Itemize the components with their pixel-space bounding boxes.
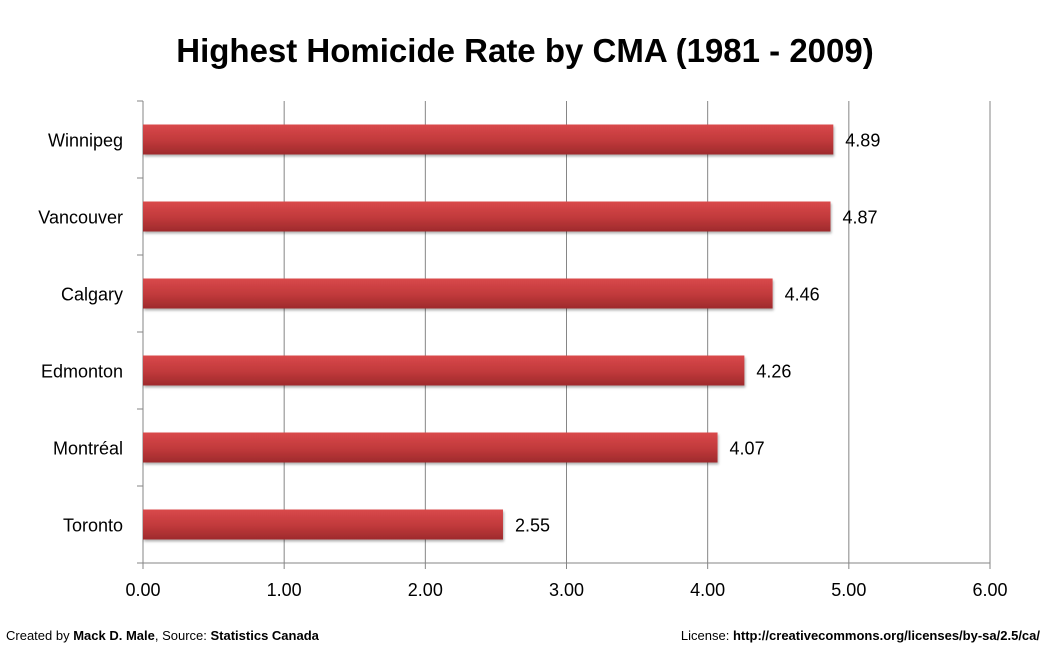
data-label: 2.55 [515, 516, 550, 536]
x-tick-label: 4.00 [690, 580, 725, 600]
x-tick-label: 5.00 [831, 580, 866, 600]
category-label: Winnipeg [48, 131, 123, 151]
x-tick-label: 0.00 [125, 580, 160, 600]
x-tick-label: 1.00 [267, 580, 302, 600]
gridlines [283, 101, 991, 563]
source-name: Statistics Canada [210, 628, 319, 643]
bar-calgary [143, 278, 773, 309]
data-label: 4.46 [785, 285, 820, 305]
bar-winnipeg [143, 124, 834, 155]
author-name: Mack D. Male [73, 628, 155, 643]
bar-vancouver [143, 201, 831, 232]
bar-montral [143, 432, 718, 463]
x-tick-label: 2.00 [408, 580, 443, 600]
category-label: Toronto [63, 516, 123, 536]
labels: 0.00 1.00 2.00 3.00 4.00 5.00 6.00 Winnipeg 4.89… [38, 131, 1007, 601]
axes [137, 100, 991, 569]
data-label: 4.89 [845, 131, 880, 151]
source-prefix: , Source: [154, 628, 211, 643]
footer-license: License: http://creativecommons.org/lice… [681, 628, 1040, 643]
license-prefix: License: [680, 628, 733, 643]
category-label: Edmonton [41, 362, 123, 382]
category-label: Montréal [53, 439, 123, 459]
x-tick-label: 6.00 [972, 580, 1007, 600]
x-tick-label: 3.00 [549, 580, 584, 600]
chart-title: Highest Homicide Rate by CMA (1981 - 200… [176, 32, 874, 69]
bar-edmonton [143, 355, 745, 386]
created-prefix: Created by [6, 628, 74, 643]
data-label: 4.87 [842, 208, 877, 228]
category-label: Vancouver [38, 208, 123, 228]
footer-credit: Created by Mack D. Male, Source: Statist… [6, 628, 319, 643]
data-label: 4.26 [756, 362, 791, 382]
data-label: 4.07 [730, 439, 765, 459]
bars [143, 124, 834, 540]
category-label: Calgary [61, 285, 123, 305]
bar-toronto [143, 509, 503, 540]
license-url: http://creativecommons.org/licenses/by-s… [732, 628, 1040, 643]
